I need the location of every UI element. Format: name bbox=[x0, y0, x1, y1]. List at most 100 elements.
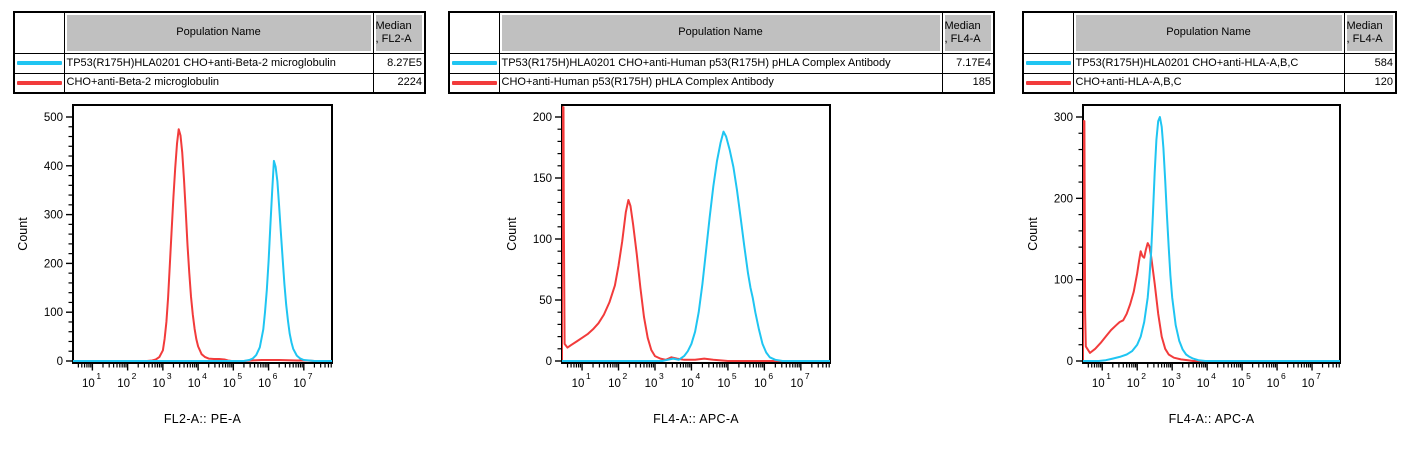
x-tick-label-exponent: 4 bbox=[1211, 371, 1216, 381]
x-tick-label-base: 10 bbox=[152, 378, 165, 390]
x-tick-label-base: 10 bbox=[82, 378, 95, 390]
median-cell: 8.27E5 bbox=[372, 52, 426, 74]
population-cell: CHO+anti-Beta-2 microglobulin bbox=[63, 72, 374, 94]
x-tick-label-base: 10 bbox=[188, 378, 201, 390]
y-tick-label: 300 bbox=[1054, 112, 1073, 124]
cyan-series-swatch bbox=[452, 61, 497, 65]
table-row: TP53(R175H)HLA0201 CHO+anti-Beta-2 micro… bbox=[13, 52, 426, 74]
median-header: Median , FL2-A bbox=[372, 11, 426, 54]
cyan-histogram-curve bbox=[562, 130, 830, 362]
x-tick-label-exponent: 2 bbox=[132, 371, 137, 381]
x-tick-label-exponent: 6 bbox=[768, 371, 773, 381]
population-cell: CHO+anti-Human p53(R175H) pHLA Complex A… bbox=[498, 72, 943, 94]
population-name-header: Population Name bbox=[498, 11, 943, 54]
median-cell: 185 bbox=[941, 72, 995, 94]
red-histogram-curve bbox=[1083, 120, 1340, 362]
y-axis-label: Count bbox=[16, 217, 30, 251]
red-series-swatch bbox=[1026, 80, 1071, 85]
x-tick-label-exponent: 4 bbox=[202, 371, 207, 381]
median-header-line1: Median bbox=[944, 19, 981, 32]
x-tick-label-exponent: 5 bbox=[732, 371, 737, 381]
median-header-line2: , FL4-A bbox=[1346, 32, 1383, 45]
table-row: TP53(R175H)HLA0201 CHO+anti-Human p53(R1… bbox=[448, 52, 995, 74]
y-tick-label: 150 bbox=[533, 173, 552, 185]
x-tick-label-exponent: 1 bbox=[1106, 371, 1111, 381]
red-histogram-curve bbox=[73, 128, 332, 362]
x-tick-label-base: 10 bbox=[293, 378, 306, 390]
y-tick-label: 300 bbox=[44, 210, 63, 222]
table-row: TP53(R175H)HLA0201 CHO+anti-HLA-A,B,C 58… bbox=[1022, 52, 1397, 74]
x-tick-label-exponent: 7 bbox=[1316, 371, 1321, 381]
x-tick-label-exponent: 6 bbox=[1281, 371, 1286, 381]
population-table-1: Population Name Median , FL2-A TP53(R175… bbox=[13, 11, 426, 94]
x-axis-label: FL4-A:: APC-A bbox=[653, 412, 739, 426]
x-axis-label: FL4-A:: APC-A bbox=[1169, 412, 1255, 426]
x-tick-label-base: 10 bbox=[1092, 378, 1105, 390]
x-tick-label-exponent: 1 bbox=[586, 371, 591, 381]
x-tick-label-base: 10 bbox=[223, 378, 236, 390]
cyan-histogram-curve bbox=[73, 159, 332, 362]
x-tick-label-exponent: 3 bbox=[167, 371, 172, 381]
x-tick-label-base: 10 bbox=[1302, 378, 1315, 390]
y-tick-label: 0 bbox=[57, 356, 63, 368]
cyan-series-swatch bbox=[17, 61, 62, 65]
x-tick-label-base: 10 bbox=[1127, 378, 1140, 390]
median-header-line1: Median bbox=[1346, 19, 1383, 32]
median-cell: 584 bbox=[1343, 52, 1397, 74]
y-tick-label: 200 bbox=[44, 258, 63, 270]
x-tick-label-exponent: 3 bbox=[1176, 371, 1181, 381]
x-axis-label: FL2-A:: PE-A bbox=[164, 412, 242, 426]
x-tick-label-base: 10 bbox=[718, 378, 731, 390]
y-tick-label: 200 bbox=[1054, 193, 1073, 205]
x-tick-label-exponent: 2 bbox=[1141, 371, 1146, 381]
population-table-3: Population Name Median , FL4-A TP53(R175… bbox=[1022, 11, 1397, 94]
x-tick-label-base: 10 bbox=[572, 378, 585, 390]
median-cell: 120 bbox=[1343, 72, 1397, 94]
x-tick-label-base: 10 bbox=[681, 378, 694, 390]
cyan-series-swatch bbox=[1026, 61, 1071, 65]
x-tick-label-exponent: 4 bbox=[695, 371, 700, 381]
median-header: Median , FL4-A bbox=[941, 11, 995, 54]
x-tick-label-exponent: 2 bbox=[623, 371, 628, 381]
x-tick-label-base: 10 bbox=[1162, 378, 1175, 390]
y-tick-label: 200 bbox=[533, 112, 552, 124]
y-tick-label: 100 bbox=[44, 307, 63, 319]
red-series-swatch bbox=[452, 80, 497, 85]
table-row: CHO+anti-Beta-2 microglobulin 2224 bbox=[13, 72, 426, 94]
x-tick-label-base: 10 bbox=[1267, 378, 1280, 390]
population-cell: CHO+anti-HLA-A,B,C bbox=[1072, 72, 1345, 94]
y-tick-label: 500 bbox=[44, 112, 63, 124]
y-axis-label: Count bbox=[1026, 217, 1040, 251]
x-tick-label-exponent: 6 bbox=[273, 371, 278, 381]
cyan-histogram-curve bbox=[1083, 116, 1340, 362]
x-tick-label-exponent: 7 bbox=[805, 371, 810, 381]
flow-histogram-1: 0100200300400500101102103104105106107FL2… bbox=[16, 104, 333, 426]
population-table-2: Population Name Median , FL4-A TP53(R175… bbox=[448, 11, 995, 94]
population-cell: TP53(R175H)HLA0201 CHO+anti-HLA-A,B,C bbox=[1072, 52, 1345, 74]
x-tick-label-exponent: 1 bbox=[96, 371, 101, 381]
x-tick-label-base: 10 bbox=[258, 378, 271, 390]
table-row: CHO+anti-Human p53(R175H) pHLA Complex A… bbox=[448, 72, 995, 94]
median-header-line2: , FL4-A bbox=[944, 32, 981, 45]
x-tick-label-base: 10 bbox=[754, 378, 767, 390]
y-axis-label: Count bbox=[505, 217, 519, 251]
y-tick-label: 50 bbox=[539, 295, 552, 307]
x-tick-label-base: 10 bbox=[645, 378, 658, 390]
x-tick-label-exponent: 3 bbox=[659, 371, 664, 381]
plot-frame bbox=[1082, 104, 1341, 364]
x-tick-label-exponent: 5 bbox=[237, 371, 242, 381]
red-series-swatch bbox=[17, 80, 62, 85]
x-tick-label-exponent: 5 bbox=[1246, 371, 1251, 381]
table-row: CHO+anti-HLA-A,B,C 120 bbox=[1022, 72, 1397, 94]
y-tick-label: 100 bbox=[1054, 275, 1073, 287]
plot-frame bbox=[72, 104, 333, 364]
y-tick-label: 400 bbox=[44, 161, 63, 173]
y-tick-label: 0 bbox=[546, 356, 552, 368]
y-tick-label: 100 bbox=[533, 234, 552, 246]
median-header: Median , FL4-A bbox=[1343, 11, 1397, 54]
flow-histogram-2: 050100150200101102103104105106107FL4-A::… bbox=[505, 104, 831, 426]
x-tick-label-exponent: 7 bbox=[308, 371, 313, 381]
swatch-cell bbox=[13, 72, 65, 94]
